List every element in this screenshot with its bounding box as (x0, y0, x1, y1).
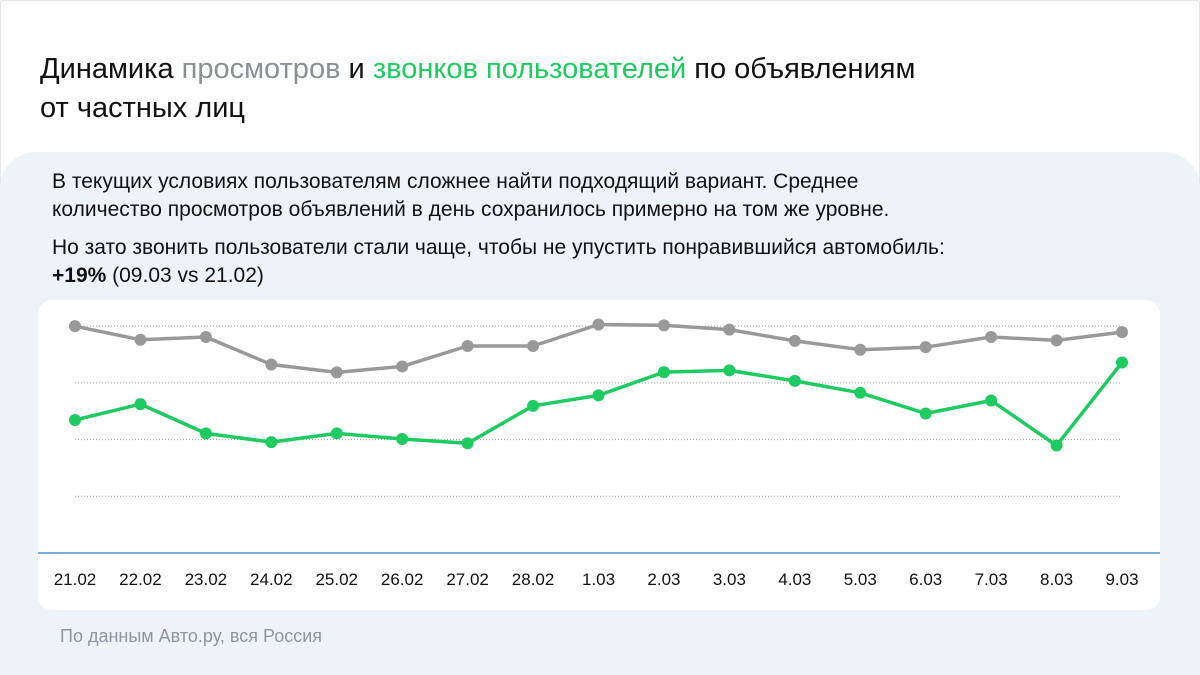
views-point (788, 334, 801, 347)
views-line (73, 322, 1124, 375)
x-tick-label: 23.02 (185, 570, 228, 589)
x-tick-label: 6.03 (909, 570, 942, 589)
x-tick-label: 28.02 (512, 570, 555, 589)
series-views (69, 318, 1128, 379)
growth-comparison: (09.03 vs 21.02) (106, 264, 264, 287)
calls-point (919, 407, 932, 420)
views-point (330, 366, 343, 379)
views-point (919, 341, 932, 354)
views-point (657, 319, 670, 332)
views-point (199, 330, 212, 343)
growth-percent: +19% (52, 264, 107, 287)
views-point (265, 358, 278, 371)
calls-point (527, 399, 540, 412)
views-point (854, 343, 867, 356)
calls-point (657, 366, 670, 379)
source-note: По данным Авто.ру, вся Россия (60, 626, 323, 646)
views-point (723, 323, 736, 336)
calls-point (788, 374, 801, 387)
x-tick-label: 24.02 (250, 570, 293, 589)
views-point (134, 333, 147, 346)
description-p2-line1: Но зато звонить пользователи стали чаще,… (52, 236, 945, 259)
x-tick-label: 27.02 (446, 570, 489, 589)
views-point (1116, 326, 1128, 339)
calls-point (134, 398, 147, 411)
calls-point (854, 386, 867, 399)
calls-point (592, 389, 605, 402)
views-point (985, 330, 998, 343)
page-title: Динамика просмотров и звонков пользовате… (40, 50, 1140, 128)
description-paragraph-1: В текущих условиях пользователям сложнее… (52, 168, 1162, 224)
x-tick-label: 25.02 (315, 570, 358, 589)
description-paragraph-2: Но зато звонить пользователи стали чаще,… (52, 234, 1162, 290)
views-point (396, 360, 409, 373)
description-p1-line2: количество просмотров объявлений в день … (52, 198, 890, 221)
title-part1: Динамика (40, 53, 182, 85)
calls-point (461, 437, 474, 450)
series-calls (69, 356, 1128, 452)
title-part2: и (340, 53, 373, 85)
gridlines (75, 325, 1122, 497)
description: В текущих условиях пользователям сложнее… (52, 168, 1162, 300)
calls-point (985, 394, 998, 407)
x-tick-label: 22.02 (119, 570, 162, 589)
calls-point (69, 414, 81, 427)
x-tick-label: 2.03 (647, 570, 680, 589)
x-tick-label: 7.03 (975, 570, 1008, 589)
calls-point (199, 427, 212, 440)
x-tick-label: 9.03 (1105, 570, 1138, 589)
calls-point (1050, 439, 1063, 452)
x-tick-label: 1.03 (582, 570, 615, 589)
x-tick-labels: 21.02 22.02 23.02 24.02 25.02 26.02 27.02 28.02… (54, 570, 1139, 589)
calls-point (723, 364, 736, 377)
calls-point (396, 433, 409, 446)
title-line2: от частных лиц (40, 92, 245, 124)
x-tick-label: 3.03 (713, 570, 746, 589)
views-point (527, 340, 540, 353)
calls-point (330, 427, 343, 440)
x-tick-label: 8.03 (1040, 570, 1073, 589)
calls-line (73, 360, 1124, 448)
chart-card (38, 300, 1160, 610)
calls-point (265, 436, 278, 449)
x-tick-label: 21.02 (54, 570, 97, 589)
title-part3: по объявлениям (686, 53, 916, 85)
description-p1-line1: В текущих условиях пользователям сложнее… (52, 170, 859, 193)
x-tick-label: 26.02 (381, 570, 424, 589)
views-point (592, 318, 605, 331)
views-point (69, 320, 81, 333)
title-calls-word: звонков пользователей (372, 53, 687, 85)
calls-point (1116, 356, 1128, 369)
x-tick-label: 4.03 (778, 570, 811, 589)
views-point (1050, 334, 1063, 347)
views-point (461, 340, 474, 353)
x-tick-label: 5.03 (844, 570, 877, 589)
title-views-word: просмотров (181, 53, 341, 85)
